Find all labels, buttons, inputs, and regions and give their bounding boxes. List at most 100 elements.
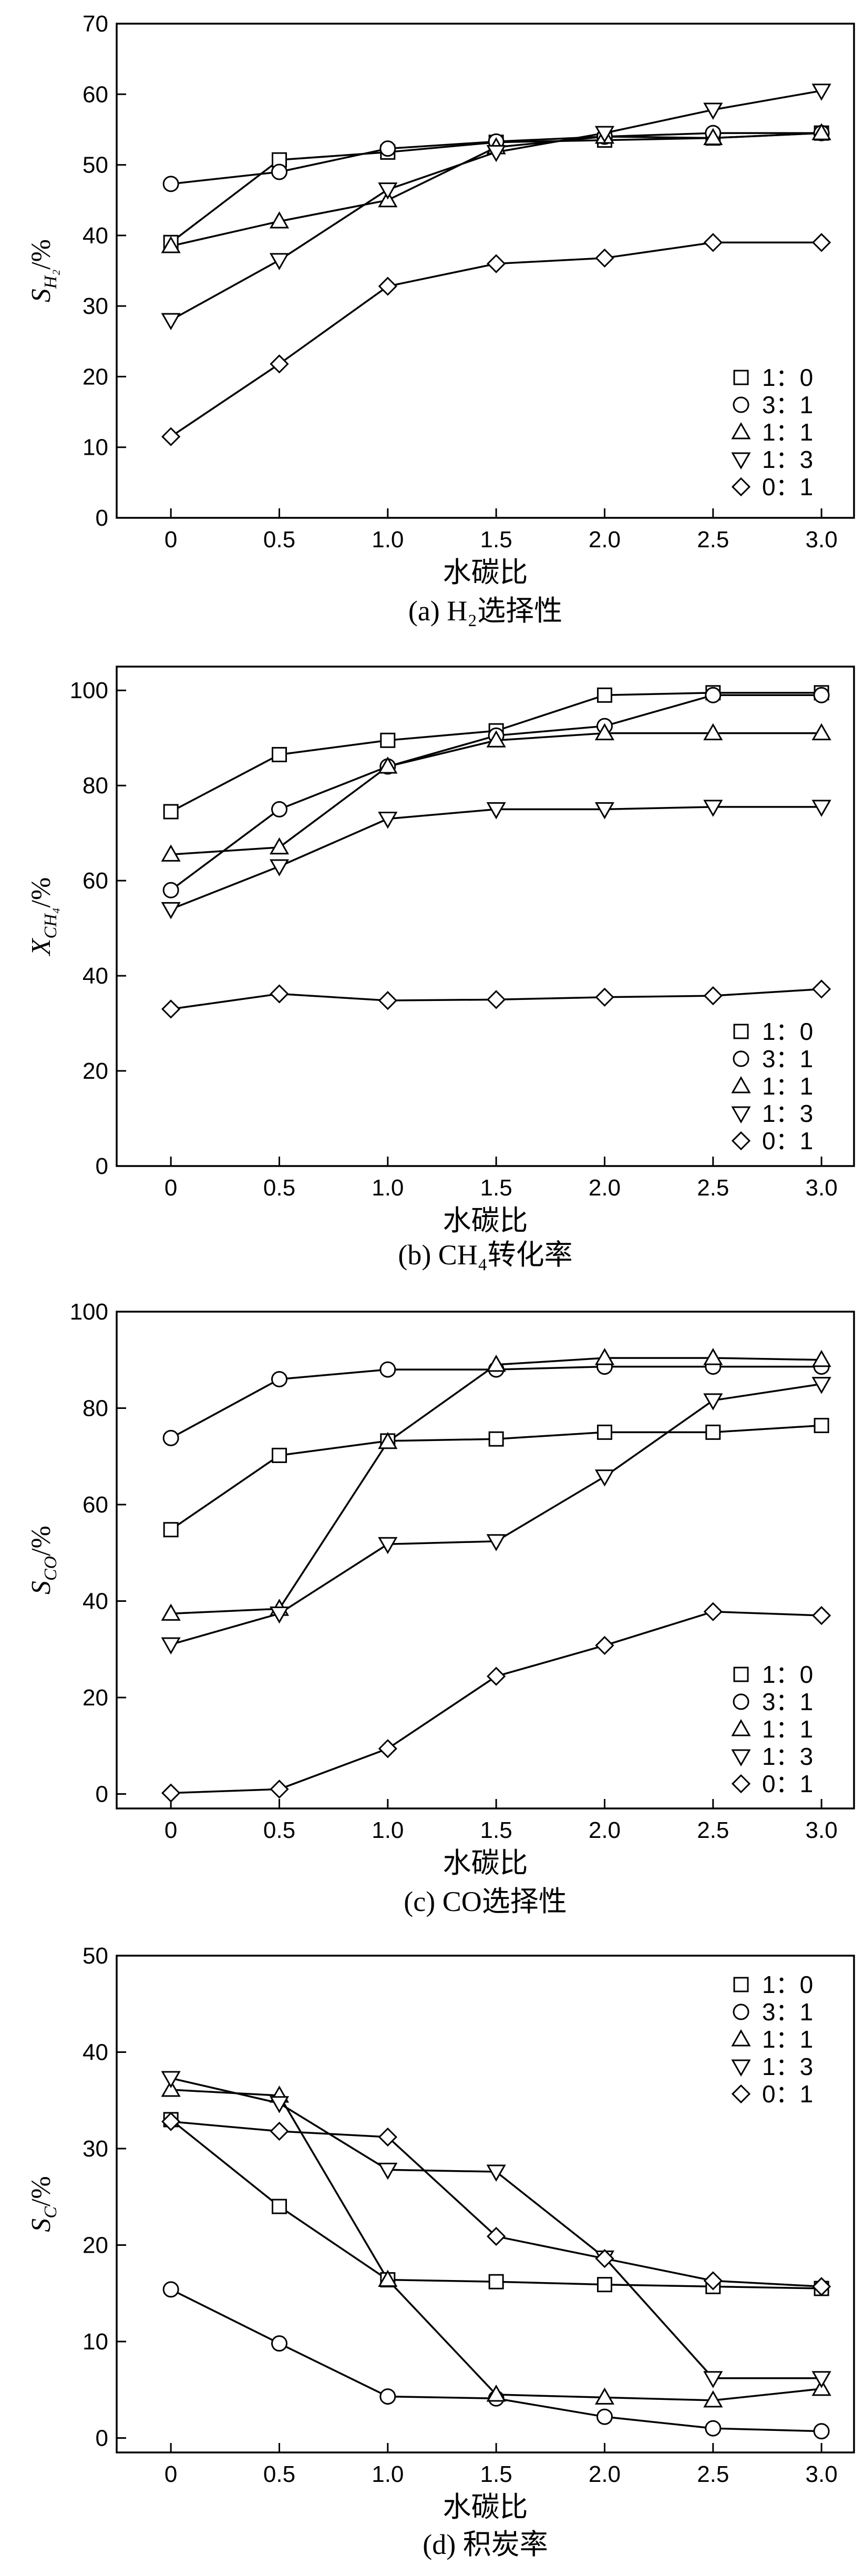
data-point-triangle-down — [269, 1606, 290, 1624]
data-point-diamond — [487, 2226, 506, 2246]
data-point-triangle-up — [486, 1354, 506, 1372]
data-point-triangle-down — [811, 1377, 831, 1394]
x-tick-label: 0 — [164, 2461, 177, 2487]
legend-marker-diamond — [731, 477, 751, 497]
data-point-triangle-down — [486, 2164, 506, 2182]
x-tick-label: 3.0 — [806, 527, 838, 553]
data-point-circle — [162, 2281, 179, 2298]
data-point-triangle-up — [811, 723, 831, 741]
legend-label: 1：3 — [762, 2053, 813, 2080]
panel-co-selectivity: 0 20 40 60 80 100 0 0.5 1.0 1.5 2.0 2.5 3.0 水碳比 SCO/% 1… — [26, 1299, 855, 1917]
data-point-triangle-up — [269, 837, 290, 855]
x-tick-label: 2.5 — [697, 527, 729, 553]
series-line-4 — [170, 1383, 822, 1645]
series-line-3 — [171, 732, 822, 856]
data-point-diamond — [703, 2271, 723, 2291]
data-point-triangle-down — [378, 2162, 398, 2180]
data-point-triangle-down — [811, 2371, 831, 2388]
y-axis-label: SC/% — [26, 2176, 60, 2232]
data-point-triangle-up — [703, 2390, 723, 2408]
data-point-diamond — [378, 991, 397, 1010]
x-tick-label: 0.5 — [263, 1175, 295, 1201]
x-tick-label: 0 — [164, 1175, 177, 1201]
y-axis-label: XCH₄/% — [26, 877, 60, 957]
data-point-triangle-down — [703, 2371, 723, 2388]
data-point-diamond — [595, 2249, 614, 2268]
data-point-diamond — [811, 1606, 831, 1626]
x-tick-label: 3.0 — [806, 1175, 838, 1201]
legend-label: 3：1 — [762, 1998, 813, 2026]
x-tick-label: 1.0 — [372, 2461, 404, 2487]
x-tick-label: 1.5 — [480, 527, 512, 553]
legend-marker-triangle-down — [731, 1749, 751, 1767]
data-point-triangle-down — [486, 802, 506, 820]
data-point-triangle-down — [594, 126, 615, 144]
legend-marker-triangle-down — [731, 452, 751, 470]
data-point-diamond — [487, 990, 506, 1009]
legend-label: 1：3 — [762, 446, 813, 473]
data-point-triangle-down — [486, 145, 506, 162]
data-point-circle — [379, 1361, 396, 1378]
figure-caption: (d) 积炭率 — [423, 2529, 548, 2560]
data-point-triangle-down — [269, 253, 290, 270]
plot-frame — [116, 1955, 855, 2454]
data-point-square — [271, 1447, 287, 1463]
data-point-square — [596, 687, 612, 703]
legend: 1：03：11：11：30：1 — [731, 1661, 813, 1797]
data-point-square — [596, 1424, 612, 1440]
legend-marker-square — [733, 1024, 749, 1039]
y-tick-label: 60 — [83, 1492, 108, 1518]
legend-label: 0：1 — [762, 1127, 813, 1154]
data-point-diamond — [270, 2121, 289, 2141]
y-tick-label: 0 — [96, 2425, 108, 2451]
legend-label: 3：1 — [762, 391, 813, 418]
data-point-diamond — [270, 984, 289, 1004]
series-line-5 — [171, 1610, 822, 1794]
plot-frame — [116, 23, 855, 519]
x-axis-label: 水碳比 — [443, 2490, 528, 2523]
data-point-diamond — [487, 1667, 506, 1686]
panel-h2-selectivity: 0 10 20 30 40 50 60 70 0 0.5 1.0 1.5 2.0 2.5 3.0 水碳比 SH₂… — [26, 11, 855, 627]
data-point-square — [705, 1424, 721, 1440]
legend-label: 3：1 — [762, 1045, 813, 1072]
x-tick-label: 3.0 — [806, 1817, 838, 1843]
data-point-triangle-down — [703, 800, 723, 817]
data-point-triangle-up — [269, 211, 290, 229]
legend-label: 1：1 — [762, 418, 813, 446]
series-line-2 — [170, 2288, 822, 2432]
data-point-square — [163, 804, 179, 820]
y-tick-label: 30 — [83, 293, 108, 319]
data-point-triangle-up — [378, 2270, 398, 2287]
data-point-triangle-down — [161, 902, 181, 919]
data-point-diamond — [595, 248, 614, 268]
data-point-diamond — [161, 999, 181, 1019]
data-point-triangle-up — [594, 1348, 615, 1365]
data-point-triangle-up — [378, 1432, 398, 1449]
data-point-triangle-up — [703, 723, 723, 741]
data-point-triangle-down — [378, 1537, 398, 1555]
legend-label: 1：0 — [762, 1661, 813, 1688]
data-point-diamond — [703, 986, 723, 1006]
x-tick-label: 2.5 — [697, 1175, 729, 1201]
series-line-5 — [171, 2120, 822, 2288]
x-tick-label: 1.5 — [480, 1817, 512, 1843]
data-point-triangle-up — [378, 756, 398, 774]
legend-marker-triangle-up — [731, 1076, 751, 1093]
legend-label: 3：1 — [762, 1688, 813, 1715]
legend-marker-square — [733, 1977, 749, 1992]
y-tick-label: 0 — [96, 505, 108, 531]
data-point-circle — [271, 2335, 287, 2352]
x-tick-label: 2.0 — [589, 1817, 621, 1843]
y-tick-label: 100 — [70, 1299, 108, 1325]
y-tick-label: 60 — [83, 81, 108, 107]
data-point-triangle-down — [594, 1469, 615, 1487]
legend-marker-circle — [733, 2003, 749, 2020]
y-tick-label: 40 — [83, 1588, 108, 1614]
panel-carbon-deposition: 0 10 20 30 40 50 0 0.5 1.0 1.5 2.0 2.5 3.0 水碳比 SC/% 1：0… — [26, 1943, 855, 2560]
panel-ch4-conversion: 0 20 40 60 80 100 0 0.5 1.0 1.5 2.0 2.5 3.0 水碳比 XCH₄/%… — [26, 666, 855, 1271]
x-tick-label: 2.0 — [589, 1175, 621, 1201]
series-line-4 — [170, 89, 822, 321]
data-point-triangle-down — [378, 182, 398, 200]
y-tick-label: 40 — [83, 963, 108, 989]
data-point-diamond — [378, 277, 397, 296]
